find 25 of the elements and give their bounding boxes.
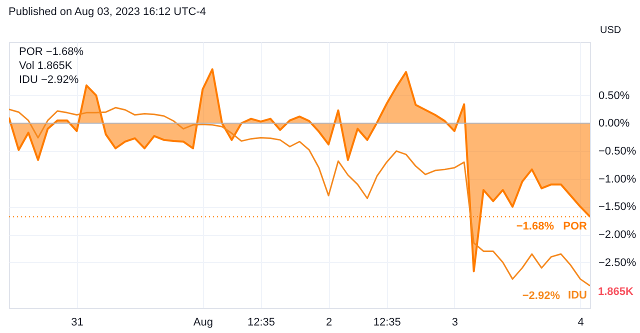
y-tick-label: −0.50%: [598, 146, 636, 158]
x-tick-label: 3: [452, 316, 458, 328]
x-tick-label: 2: [326, 316, 332, 328]
x-tick-label: 31: [71, 316, 84, 328]
x-tick-label: 12:35: [248, 316, 276, 328]
y-tick-label: 0.50%: [598, 90, 630, 102]
series-label: IDU: [568, 290, 588, 302]
x-tick-label: 12:35: [373, 316, 401, 328]
annotation: POR −1.68%: [19, 46, 84, 58]
text: 1.865K: [598, 286, 634, 298]
annotation: Vol 1.865K: [19, 60, 73, 72]
annotation: −2.92%: [522, 290, 560, 302]
text: USD: [600, 25, 622, 36]
annotation: IDU −2.92%: [19, 74, 79, 86]
ref-line-label: −1.68%: [516, 220, 554, 233]
y-tick-label: −2.00%: [598, 229, 636, 242]
y-tick-label: −2.50%: [598, 256, 636, 269]
x-tick-label: Aug: [193, 316, 213, 328]
x-tick-label: 4: [578, 316, 584, 328]
series-label: POR: [563, 220, 588, 233]
y-tick-label: −1.50%: [598, 201, 636, 214]
line-series: [9, 106, 590, 286]
y-tick-label: −1.00%: [598, 173, 636, 186]
y-tick-label: 0.00%: [598, 118, 630, 130]
chart-title: Published on Aug 03, 2023 16:12 UTC-4: [8, 6, 206, 18]
